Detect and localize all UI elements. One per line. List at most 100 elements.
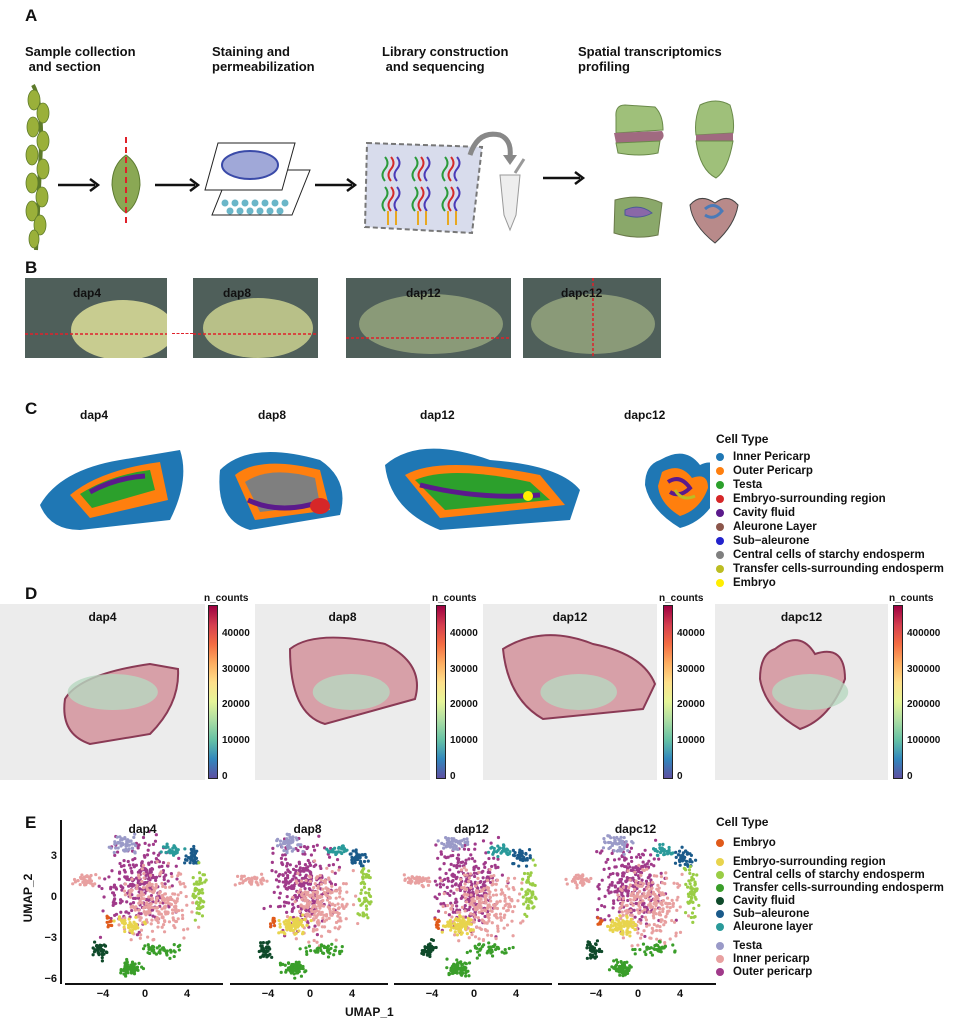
umap-point [119, 969, 123, 973]
umap-point [367, 887, 371, 891]
umap-point [631, 947, 635, 952]
umap-point [525, 914, 529, 918]
umap-point [330, 942, 334, 946]
umap-point [88, 881, 92, 885]
umap-point [526, 871, 530, 876]
umap-point [289, 970, 293, 974]
workflow-illustration [25, 84, 739, 251]
umap-point [334, 852, 338, 857]
umap-point [454, 876, 458, 881]
colorbar-tick-label: 0 [677, 771, 683, 782]
umap-point [483, 914, 487, 919]
umap-point [305, 846, 309, 851]
colorbar-tick-label: 40000 [450, 627, 478, 639]
umap-point [135, 886, 139, 891]
umap-point [191, 892, 195, 896]
umap-point [685, 862, 690, 867]
umap-point [596, 916, 600, 920]
umap-point [497, 847, 501, 851]
umap-point [494, 882, 498, 886]
umap-point [145, 853, 150, 857]
umap-point [626, 898, 630, 903]
umap-point [161, 845, 166, 849]
umap-point [641, 865, 645, 869]
legend-label: Central cells of starchy endosperm [733, 549, 925, 561]
step-title-profiling: Spatial transcriptomics profiling [578, 44, 722, 74]
umap-point [169, 871, 173, 876]
umap-point [678, 863, 682, 867]
umap-point [640, 884, 644, 888]
umap-point [289, 965, 294, 969]
legend-label: Testa [733, 479, 763, 491]
umap-point [625, 876, 629, 880]
umap-point [473, 899, 477, 903]
n-counts-map-dapc12: dapc12 [715, 604, 888, 780]
umap-point [621, 936, 625, 940]
umap-point [477, 918, 481, 923]
arrow-icon [58, 178, 101, 192]
umap-point [507, 895, 511, 899]
umap-point [327, 863, 331, 867]
umap-point [458, 913, 462, 918]
umap-point [622, 965, 626, 969]
umap-point [152, 851, 156, 855]
umap-point [658, 843, 662, 847]
umap-point [442, 892, 446, 896]
umap-point [120, 888, 124, 892]
umap-point [271, 846, 275, 850]
umap-point [160, 881, 164, 886]
umap-point [607, 875, 611, 879]
umap-point [635, 908, 640, 912]
umap-point [305, 950, 309, 954]
umap-point [140, 879, 144, 884]
legend-item: Sub−aleurone [716, 907, 944, 920]
umap-point [452, 921, 457, 926]
umap-point [308, 861, 312, 865]
umap-point [507, 946, 511, 951]
umap-point [478, 926, 482, 930]
umap-point [470, 882, 474, 886]
umap-point [358, 913, 362, 917]
umap-point [319, 878, 323, 882]
umap-point [695, 873, 699, 877]
umap-point [158, 951, 162, 955]
umap-point [151, 885, 155, 890]
umap-point [530, 893, 534, 897]
umap-point [197, 871, 202, 875]
umap-point [668, 905, 672, 910]
umap-point [660, 847, 664, 851]
legend-label: Sub−aleurone [733, 535, 810, 547]
umap-panel-title: dap8 [293, 822, 322, 836]
umap-point [495, 945, 499, 949]
umap-point [442, 862, 446, 866]
umap-point [137, 901, 141, 905]
umap-point [629, 846, 634, 850]
umap-point [279, 970, 283, 974]
umap-point [101, 949, 105, 953]
umap-point [296, 904, 300, 909]
umap-point [692, 893, 696, 897]
umap-point [510, 919, 514, 923]
umap-point [516, 855, 520, 859]
umap-point [139, 928, 144, 932]
umap-point [450, 904, 454, 908]
umap-point [585, 946, 589, 950]
umap-point [337, 919, 341, 923]
umap-point [451, 845, 456, 849]
umap-point [160, 925, 164, 929]
umap-point [417, 881, 421, 885]
umap-point [351, 869, 355, 873]
umap-point [178, 880, 182, 884]
umap-point [620, 882, 625, 886]
umap-point [641, 882, 645, 886]
umap-point [143, 911, 147, 916]
umap-point [636, 892, 640, 896]
umap-point [298, 947, 302, 951]
umap-point [460, 962, 464, 967]
umap-point [171, 911, 175, 915]
umap-point [629, 901, 634, 905]
umap-point [470, 897, 474, 901]
umap-point [73, 880, 78, 884]
umap-point [441, 904, 445, 908]
umap-point [647, 897, 651, 902]
